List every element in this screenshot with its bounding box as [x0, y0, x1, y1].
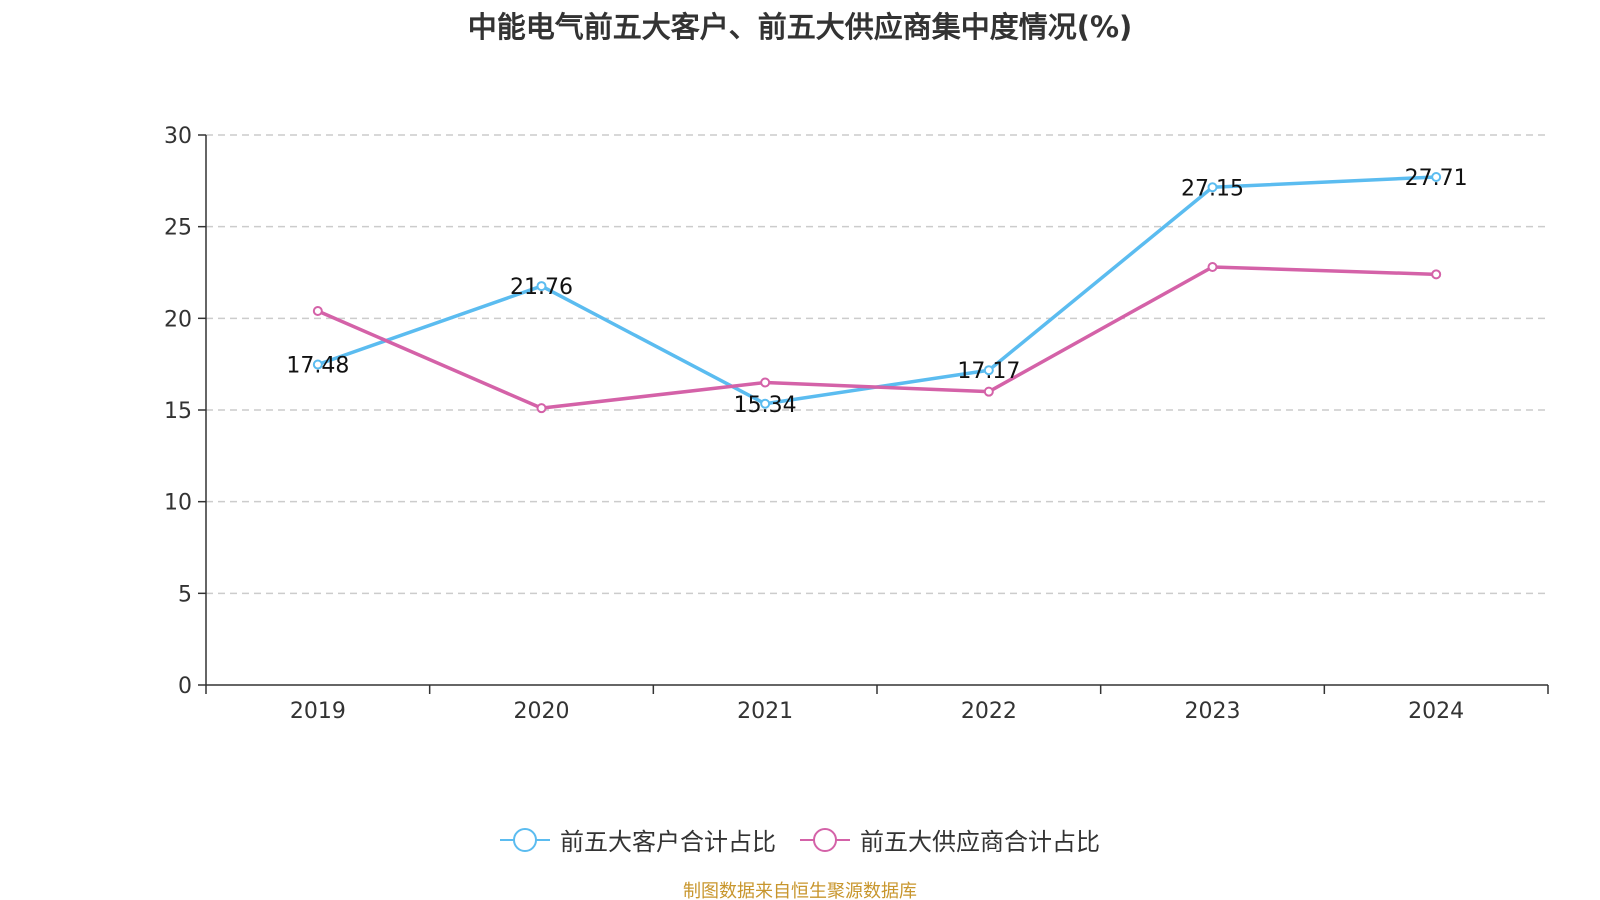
data-point: [983, 386, 994, 397]
data-point: [1207, 182, 1218, 193]
legend-item-suppliers[interactable]: 前五大供应商合计占比: [800, 822, 1100, 857]
data-point: [1207, 262, 1218, 272]
series-lines: [312, 171, 1442, 414]
x-tick-label: 2023: [1185, 699, 1241, 724]
y-tick-label: 15: [164, 399, 192, 424]
data-label: 15.34: [734, 393, 797, 418]
data-point: [1431, 269, 1442, 280]
x-tick-label: 2022: [961, 699, 1017, 724]
data-point: [760, 398, 771, 409]
data-point: [312, 359, 323, 370]
legend-marker-suppliers: [800, 827, 850, 853]
data-point: [760, 377, 771, 388]
data-point: [312, 306, 323, 316]
series-line-1: [317, 265, 1437, 410]
grid-lines: [206, 134, 1548, 595]
data-point: [536, 403, 547, 414]
legend-item-customers[interactable]: 前五大客户合计占比: [500, 822, 776, 857]
legend-marker-customers: [500, 827, 550, 853]
source-note: 制图数据来自恒生聚源数据库: [683, 881, 917, 900]
y-tick-label: 5: [178, 582, 192, 607]
legend-label-suppliers: 前五大供应商合计占比: [860, 828, 1100, 856]
data-point: [1431, 171, 1442, 182]
chart-title: 中能电气前五大客户、前五大供应商集中度情况(%): [467, 10, 1133, 44]
x-tick-label: 2020: [514, 699, 570, 724]
data-point: [983, 365, 994, 376]
y-tick-label: 30: [164, 124, 192, 149]
y-tick-label: 0: [178, 674, 192, 699]
data-label: 17.48: [286, 354, 349, 379]
data-labels: 17.48 21.76 15.34 17.17 27.15 27.71: [286, 166, 1467, 418]
y-tick-label: 25: [164, 216, 192, 241]
x-tick-label: 2021: [737, 699, 793, 724]
series-line-0: [317, 175, 1437, 406]
data-label: 27.71: [1405, 166, 1468, 191]
axes: 0 5 10 15 20 25 30 2019 2020 2021 2022 2023 2024: [164, 124, 1549, 724]
data-point: [536, 281, 547, 292]
data-label: 27.15: [1181, 176, 1244, 201]
legend-label-customers: 前五大客户合计占比: [560, 828, 776, 856]
x-tick-label: 2019: [290, 699, 346, 724]
y-tick-label: 10: [164, 491, 192, 516]
x-tick-label: 2024: [1408, 699, 1464, 724]
y-tick-label: 20: [164, 307, 192, 332]
data-label: 21.76: [510, 275, 573, 300]
legend: 前五大客户合计占比 前五大供应商合计占比: [0, 822, 1600, 857]
data-label: 17.17: [957, 359, 1020, 384]
